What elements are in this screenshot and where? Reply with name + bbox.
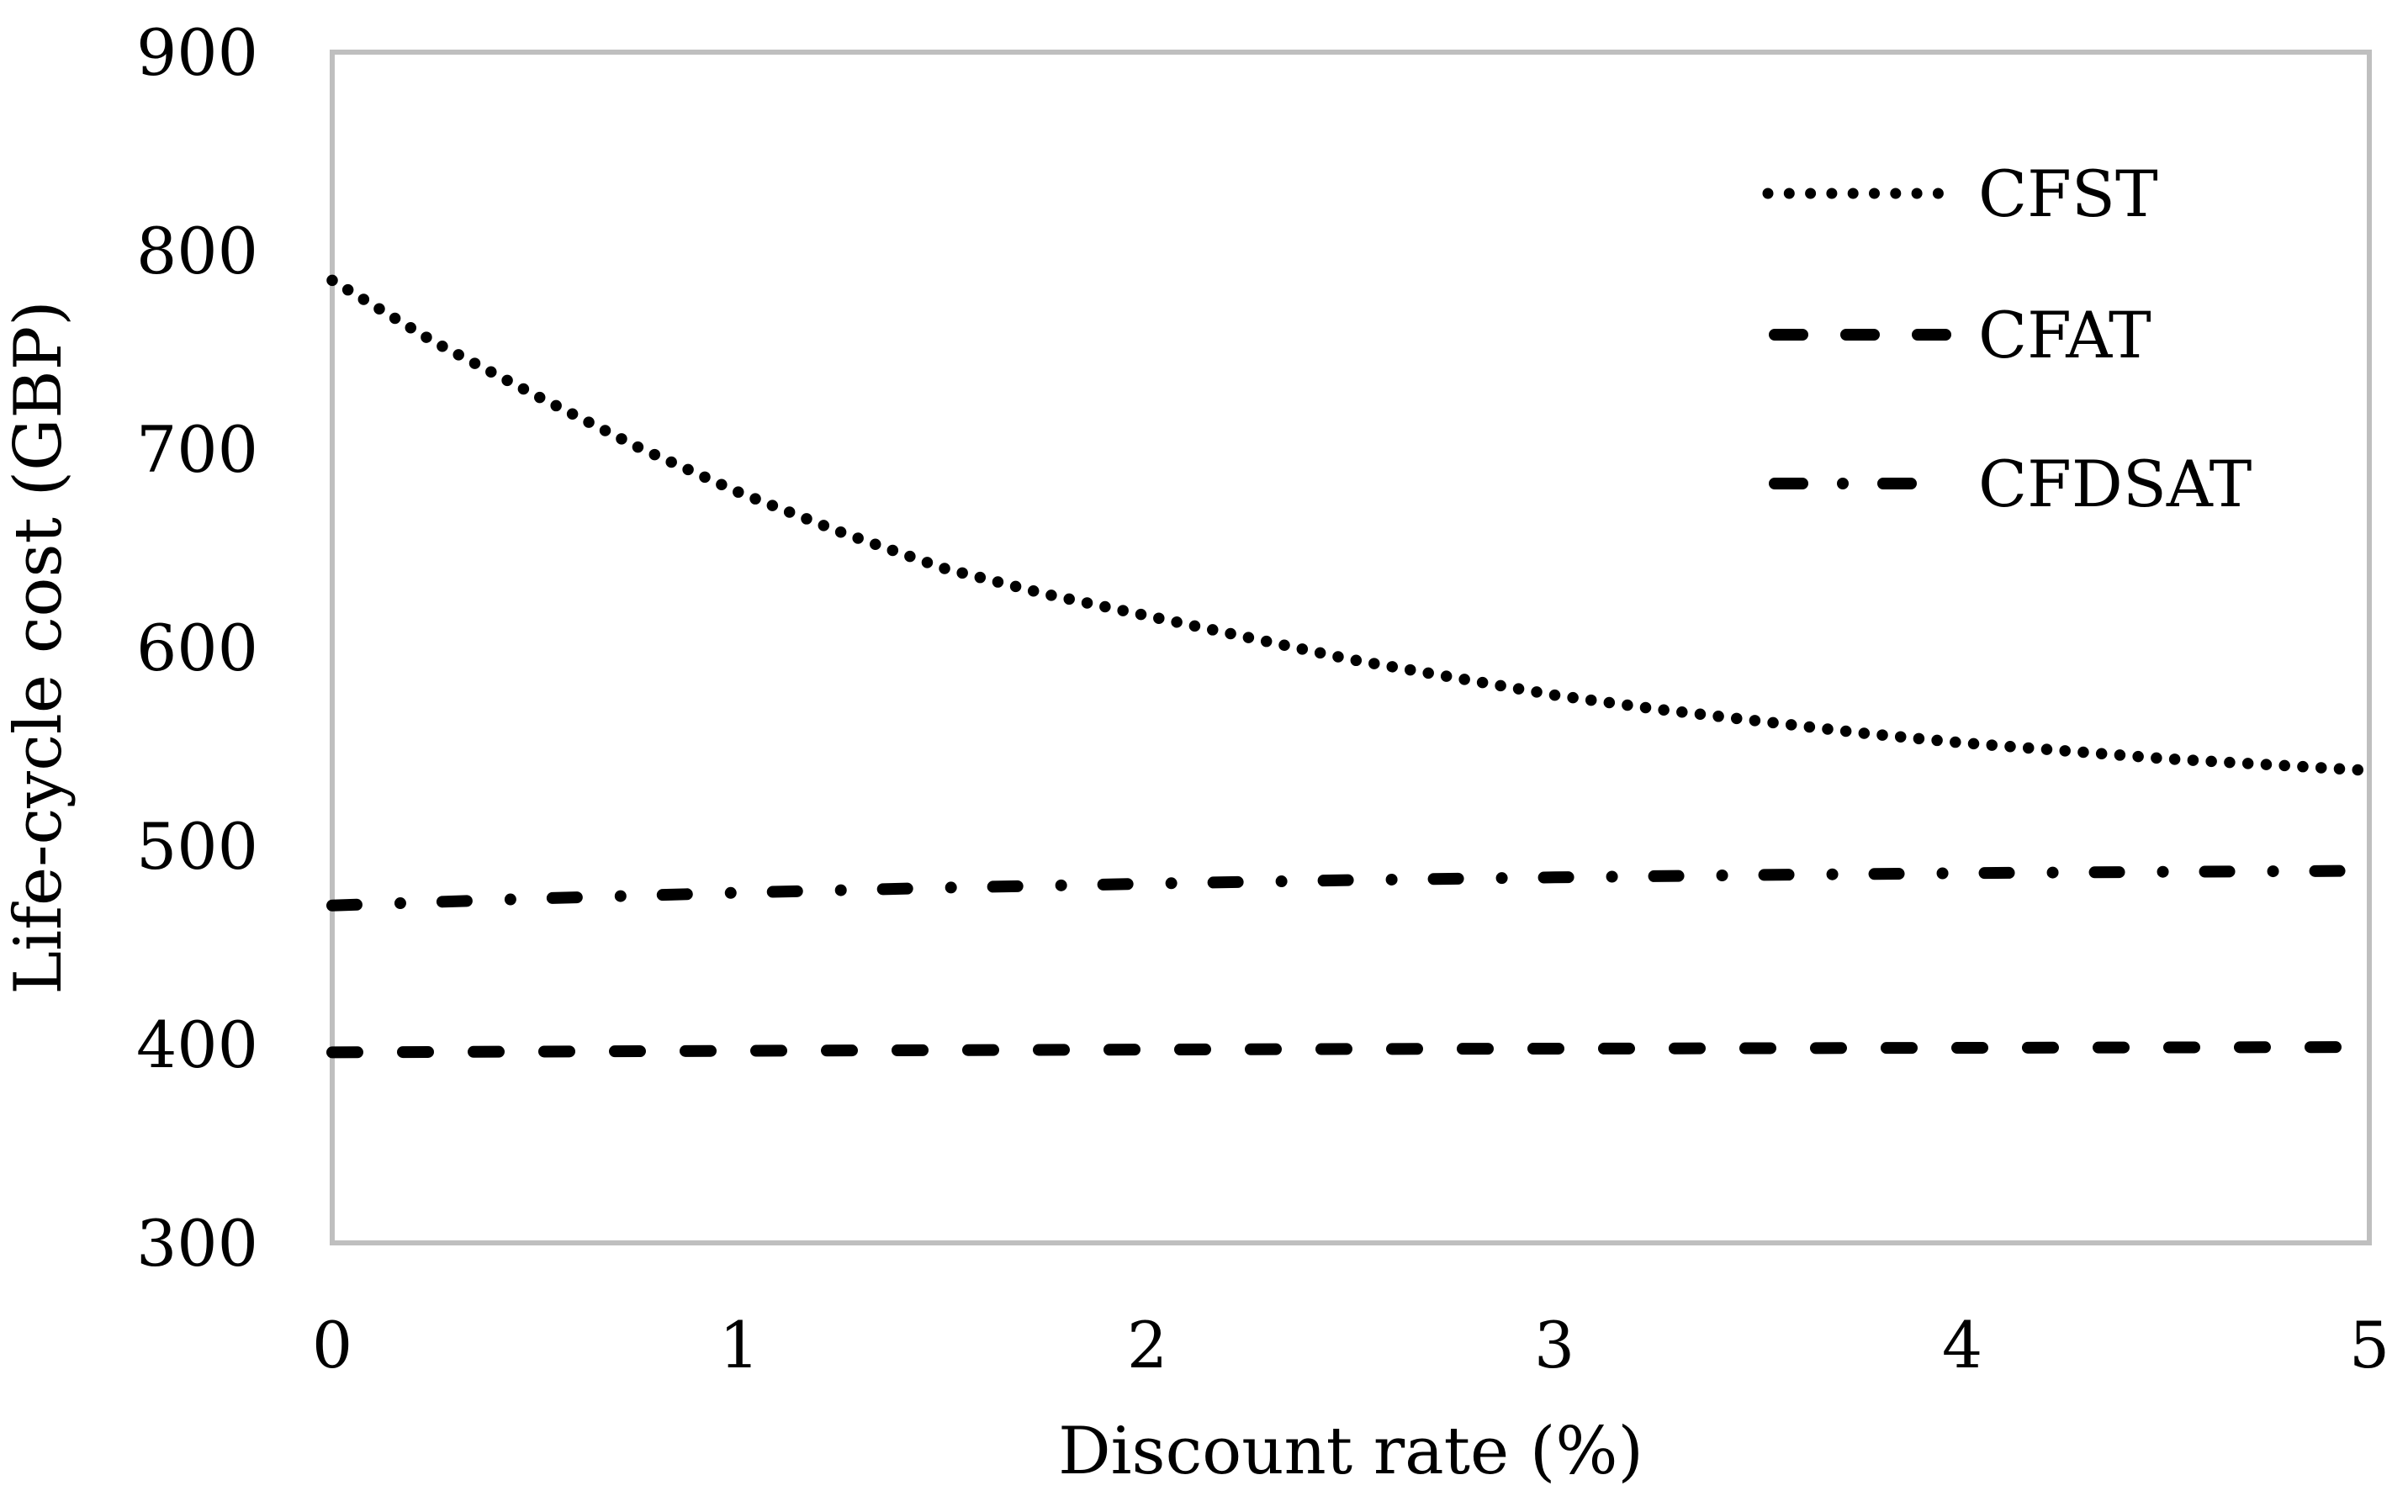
y-tick-label: 800 — [136, 214, 258, 288]
cfdsat-series-line — [326, 864, 2375, 912]
x-tick-label: 3 — [1534, 1308, 1574, 1382]
legend-item-cfat: CFAT — [1769, 298, 2151, 373]
cfst-series-line — [326, 274, 2375, 777]
y-tick-label: 500 — [136, 809, 258, 884]
cfat-legend-label: CFAT — [1978, 298, 2151, 373]
legend-item-cfst: CFST — [1762, 156, 2158, 231]
cfst-legend-label: CFST — [1978, 156, 2158, 231]
plot-area-border — [330, 50, 2372, 1245]
x-axis-title: Discount rate (%) — [1058, 1414, 1643, 1489]
cfat-series-line — [326, 1041, 2375, 1059]
y-tick-label: 900 — [136, 15, 258, 90]
legend-item-cfdsat: CFDSAT — [1769, 447, 2252, 521]
legend: CFST CFAT CFDSAT — [1762, 156, 2252, 521]
x-tick-label: 2 — [1127, 1308, 1167, 1382]
y-tick-label: 300 — [136, 1206, 258, 1281]
y-tick-label: 600 — [136, 611, 258, 685]
x-tick-label: 0 — [312, 1308, 352, 1382]
y-tick-label: 700 — [136, 412, 258, 487]
y-tick-label: 400 — [136, 1007, 258, 1082]
cfdsat-legend-label: CFDSAT — [1978, 447, 2252, 521]
x-tick-label: 1 — [719, 1308, 759, 1382]
y-axis-title: Life-cycle cost (GBP) — [1, 300, 77, 994]
x-tick-label: 5 — [2349, 1308, 2389, 1382]
x-tick-label: 4 — [1942, 1308, 1982, 1382]
